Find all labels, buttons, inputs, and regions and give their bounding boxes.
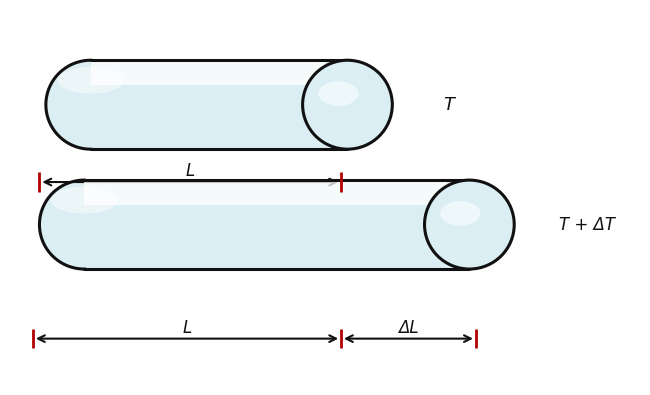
Ellipse shape	[318, 81, 359, 106]
Ellipse shape	[57, 67, 124, 94]
Text: L: L	[186, 162, 195, 180]
Ellipse shape	[51, 187, 118, 213]
Ellipse shape	[424, 180, 514, 269]
FancyBboxPatch shape	[91, 62, 325, 85]
FancyBboxPatch shape	[84, 180, 469, 269]
Text: L: L	[183, 319, 192, 337]
Ellipse shape	[46, 60, 136, 149]
Text: ΔL: ΔL	[398, 319, 419, 337]
Ellipse shape	[40, 180, 129, 269]
FancyBboxPatch shape	[91, 60, 348, 149]
FancyBboxPatch shape	[84, 182, 447, 205]
Ellipse shape	[303, 60, 393, 149]
Ellipse shape	[440, 201, 480, 226]
Text: T: T	[444, 96, 455, 114]
Text: T + ΔT: T + ΔT	[559, 216, 615, 233]
